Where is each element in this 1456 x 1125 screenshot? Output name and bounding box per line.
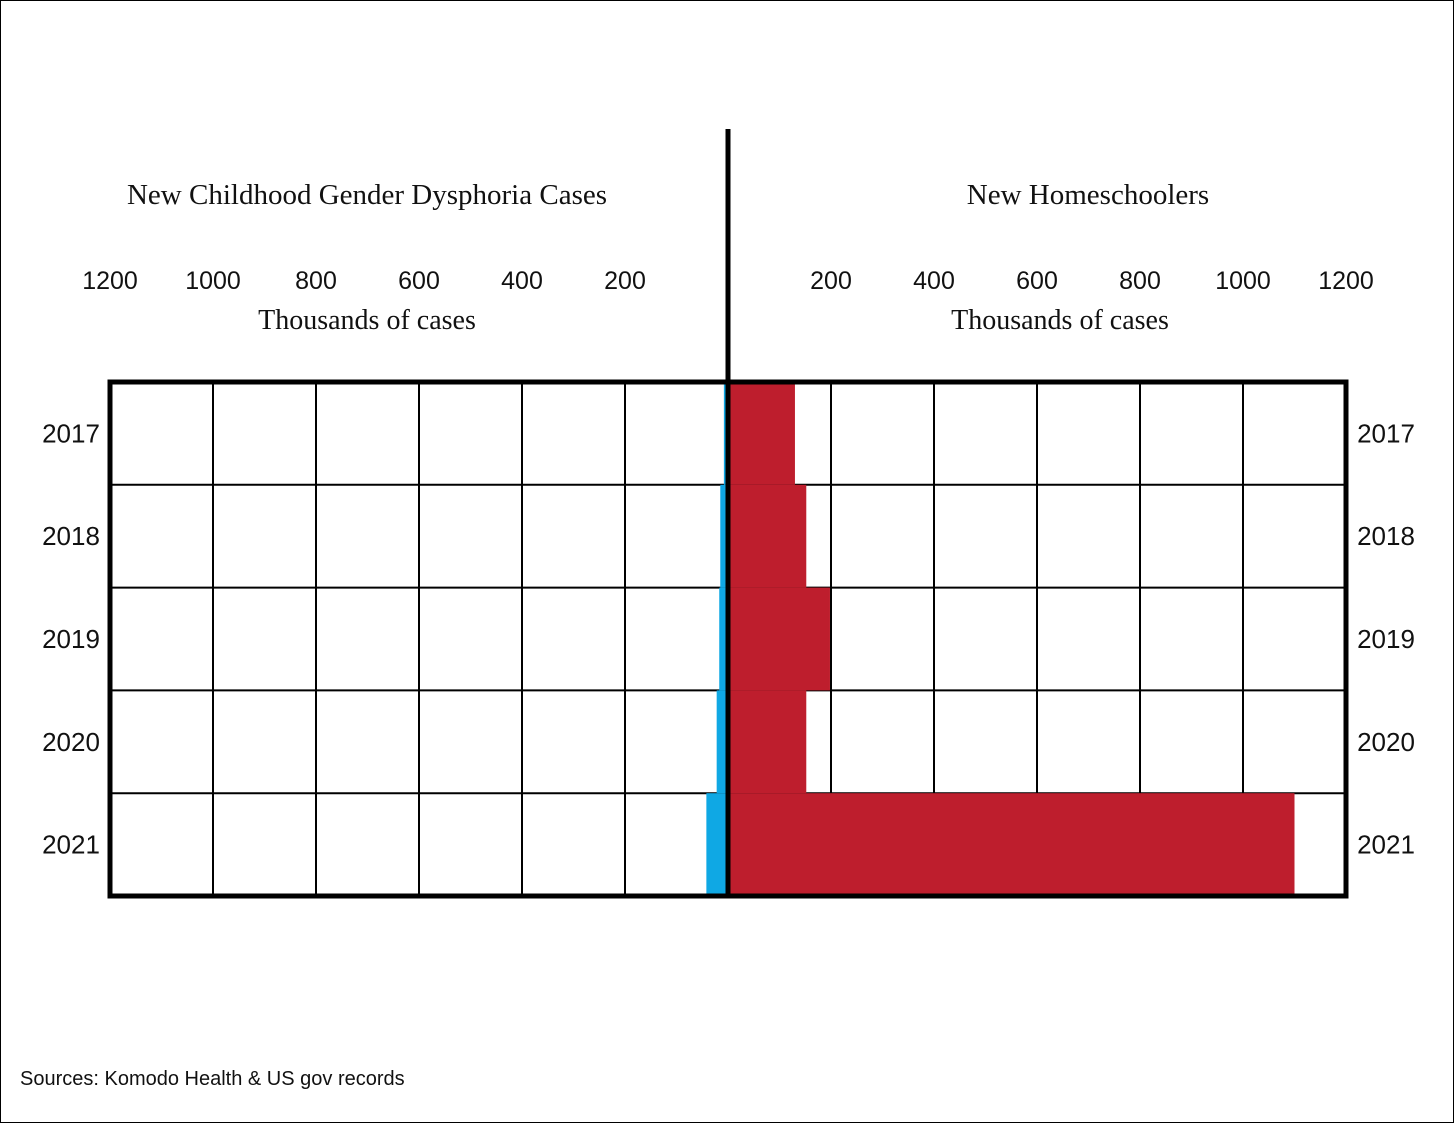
tick-label-right: 800 [1119, 267, 1161, 295]
right-axis-label: Thousands of cases [951, 305, 1169, 336]
left-series-title: New Childhood Gender Dysphoria Cases [127, 179, 607, 211]
bar-left-2020 [716, 690, 728, 794]
labels: New Childhood Gender Dysphoria Cases New… [42, 179, 1415, 860]
tick-label-right: 400 [913, 267, 955, 295]
tick-label-left: 1000 [185, 267, 241, 295]
tick-label-right: 1200 [1318, 267, 1374, 295]
tick-label-left: 400 [501, 267, 543, 295]
category-label-right: 2018 [1357, 521, 1415, 551]
source-note: Sources: Komodo Health & US gov records [20, 1068, 405, 1090]
bars [706, 382, 1295, 896]
bar-left-2019 [719, 587, 728, 691]
tick-label-left: 600 [398, 267, 440, 295]
bar-right-2021 [728, 793, 1295, 896]
category-label-right: 2017 [1357, 418, 1415, 448]
tick-label-left: 800 [295, 267, 337, 295]
category-label-right: 2020 [1357, 727, 1415, 757]
category-label-left: 2018 [42, 521, 100, 551]
bar-left-2018 [720, 484, 728, 588]
tick-label-right: 600 [1016, 267, 1058, 295]
bar-left-2021 [706, 793, 728, 896]
plot-border [107, 129, 1349, 899]
category-label-left: 2021 [42, 830, 100, 860]
category-label-right: 2019 [1357, 624, 1415, 654]
tick-label-right: 1000 [1215, 267, 1271, 295]
tick-label-right: 200 [810, 267, 852, 295]
bar-right-2020 [728, 690, 807, 794]
right-series-title: New Homeschoolers [967, 179, 1209, 211]
category-label-right: 2021 [1357, 830, 1415, 860]
category-label-left: 2019 [42, 624, 100, 654]
category-label-left: 2017 [42, 418, 100, 448]
tick-label-left: 1200 [82, 267, 138, 295]
left-axis-label: Thousands of cases [258, 305, 476, 336]
bar-right-2018 [728, 484, 807, 588]
bar-right-2019 [728, 587, 830, 691]
category-label-left: 2020 [42, 727, 100, 757]
bar-right-2017 [728, 382, 795, 485]
tick-label-left: 200 [604, 267, 646, 295]
